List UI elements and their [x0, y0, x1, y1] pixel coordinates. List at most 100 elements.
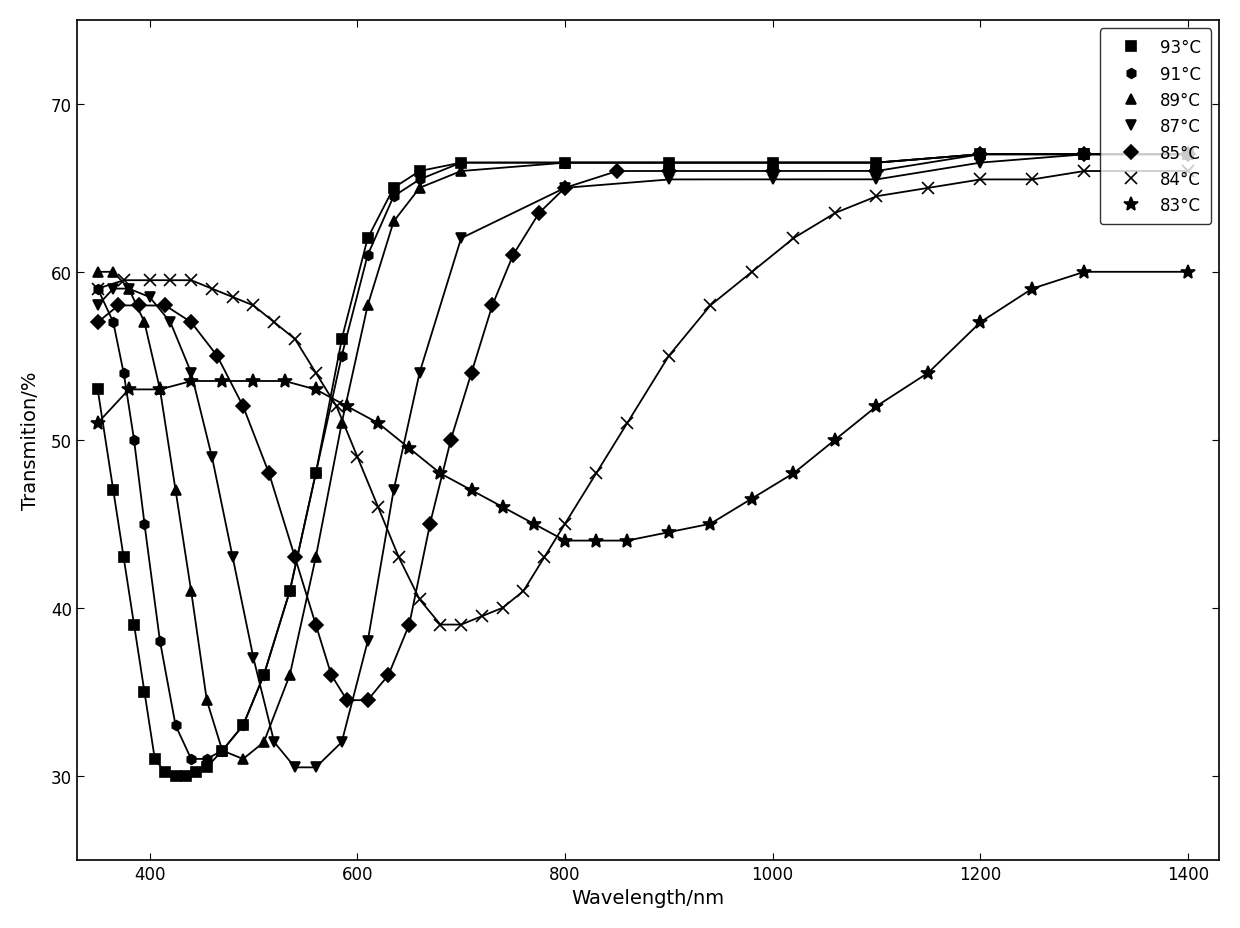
Legend: 93°C, 91°C, 89°C, 87°C, 85°C, 84°C, 83°C: 93°C, 91°C, 89°C, 87°C, 85°C, 84°C, 83°C	[1100, 29, 1210, 225]
89°C	[335, 418, 350, 429]
84°C	[162, 276, 177, 287]
91°C	[215, 745, 229, 756]
84°C	[495, 602, 510, 613]
91°C	[973, 149, 988, 161]
91°C	[558, 158, 573, 169]
Line: 83°C: 83°C	[91, 265, 1195, 548]
83°C	[184, 376, 198, 387]
83°C	[921, 367, 936, 379]
89°C	[973, 149, 988, 161]
87°C	[765, 174, 780, 186]
91°C	[184, 754, 198, 765]
93°C	[157, 767, 172, 779]
93°C	[765, 158, 780, 169]
87°C	[288, 762, 303, 773]
84°C	[869, 191, 884, 202]
84°C	[661, 351, 676, 362]
93°C	[454, 158, 469, 169]
89°C	[136, 317, 151, 329]
89°C	[200, 695, 215, 706]
84°C	[1076, 166, 1091, 177]
89°C	[91, 267, 105, 278]
83°C	[402, 444, 417, 455]
93°C	[91, 384, 105, 395]
84°C	[246, 301, 260, 312]
85°C	[765, 166, 780, 177]
85°C	[402, 619, 417, 630]
93°C	[1180, 149, 1195, 161]
89°C	[386, 216, 401, 227]
87°C	[184, 367, 198, 379]
85°C	[973, 149, 988, 161]
83°C	[973, 317, 988, 329]
83°C	[827, 434, 842, 445]
87°C	[162, 317, 177, 329]
89°C	[184, 586, 198, 597]
87°C	[361, 636, 376, 647]
87°C	[1076, 149, 1091, 161]
93°C	[136, 687, 151, 698]
91°C	[1180, 149, 1195, 161]
91°C	[117, 367, 131, 379]
89°C	[765, 158, 780, 169]
87°C	[246, 653, 260, 664]
85°C	[1076, 149, 1091, 161]
85°C	[532, 208, 547, 219]
93°C	[236, 720, 250, 731]
Line: 85°C: 85°C	[93, 150, 1193, 705]
84°C	[371, 502, 386, 513]
87°C	[454, 233, 469, 244]
87°C	[105, 284, 120, 295]
85°C	[131, 301, 146, 312]
85°C	[381, 670, 396, 681]
87°C	[226, 552, 241, 563]
83°C	[246, 376, 260, 387]
93°C	[179, 770, 193, 781]
83°C	[527, 519, 542, 530]
89°C	[257, 737, 272, 748]
Y-axis label: Transmition/%: Transmition/%	[21, 371, 40, 509]
93°C	[148, 754, 162, 765]
87°C	[91, 301, 105, 312]
83°C	[278, 376, 293, 387]
Line: 93°C: 93°C	[93, 150, 1193, 780]
89°C	[122, 284, 136, 295]
93°C	[309, 469, 324, 480]
91°C	[309, 469, 324, 480]
Line: 89°C: 89°C	[93, 150, 1193, 764]
93°C	[661, 158, 676, 169]
85°C	[324, 670, 339, 681]
91°C	[661, 158, 676, 169]
85°C	[869, 166, 884, 177]
93°C	[188, 767, 203, 779]
83°C	[589, 535, 604, 547]
87°C	[1180, 149, 1195, 161]
84°C	[392, 552, 407, 563]
85°C	[464, 367, 479, 379]
84°C	[350, 452, 365, 463]
85°C	[112, 301, 126, 312]
85°C	[288, 552, 303, 563]
91°C	[136, 519, 151, 530]
84°C	[1180, 166, 1195, 177]
91°C	[412, 174, 427, 186]
84°C	[703, 301, 718, 312]
85°C	[444, 434, 459, 445]
85°C	[485, 301, 500, 312]
X-axis label: Wavelength/nm: Wavelength/nm	[572, 888, 724, 908]
89°C	[105, 267, 120, 278]
83°C	[340, 401, 355, 412]
91°C	[335, 351, 350, 362]
85°C	[506, 251, 521, 262]
85°C	[1180, 149, 1195, 161]
89°C	[661, 158, 676, 169]
89°C	[215, 745, 229, 756]
87°C	[143, 292, 157, 303]
84°C	[412, 594, 427, 605]
84°C	[589, 469, 604, 480]
93°C	[973, 149, 988, 161]
87°C	[267, 737, 281, 748]
93°C	[169, 770, 184, 781]
84°C	[184, 276, 198, 287]
83°C	[620, 535, 635, 547]
